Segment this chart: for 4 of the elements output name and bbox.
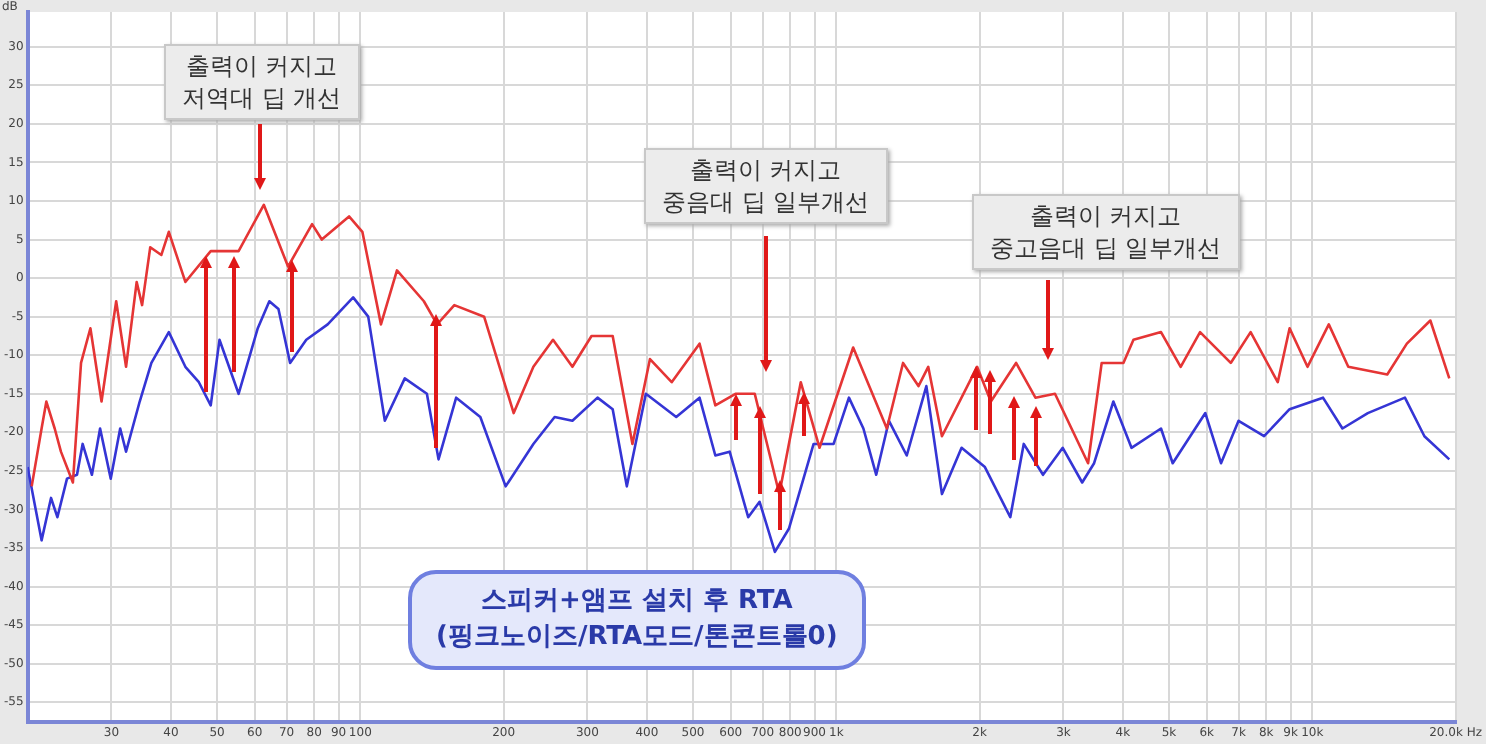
annotation: 출력이 커지고 중고음대 딥 일부개선 bbox=[972, 194, 1240, 270]
annotation: 출력이 커지고 중음대 딥 일부개선 bbox=[644, 148, 888, 224]
annotation: 출력이 커지고 저역대 딥 개선 bbox=[164, 44, 360, 120]
annotation: 스피커+앰프 설치 후 RTA (핑크노이즈/RTA모드/톤콘트롤0) bbox=[408, 570, 866, 670]
